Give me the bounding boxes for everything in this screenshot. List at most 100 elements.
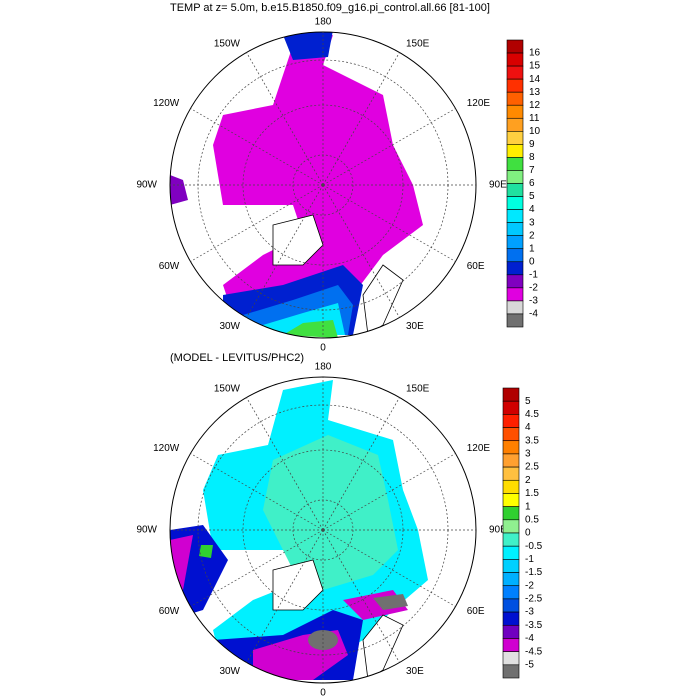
colorbar-box [502, 585, 520, 600]
colorbar-box [506, 274, 524, 289]
colorbar-label: 4 [525, 422, 531, 433]
colorbar-box [502, 611, 520, 626]
colorbar-box [502, 545, 520, 560]
colorbar-label: -2 [529, 283, 538, 294]
colorbar-label: 7 [529, 165, 535, 176]
meridian [246, 397, 324, 531]
longitude-label: 90E [489, 180, 507, 191]
colorbar-box [506, 104, 524, 119]
longitude-label: 60W [159, 606, 180, 617]
longitude-label: 30W [219, 321, 240, 332]
longitude-label: 150E [406, 38, 430, 49]
colorbar-label: 13 [529, 87, 541, 98]
colorbar-box [502, 519, 520, 534]
colorbar-box [506, 196, 524, 210]
colorbar-box [502, 493, 520, 507]
colorbar-box [502, 414, 520, 428]
colorbar-box [502, 651, 520, 666]
colorbar-box [502, 598, 520, 613]
longitude-label: 120W [153, 443, 180, 454]
colorbar-box [506, 261, 524, 276]
meridian [322, 52, 400, 186]
longitude-label: 150W [214, 38, 241, 49]
colorbar-label: 5 [529, 191, 535, 202]
meridian [322, 453, 456, 531]
colorbar-box [502, 664, 520, 679]
colorbar-label: 9 [529, 139, 535, 150]
longitude-label: 120E [467, 98, 491, 109]
colorbar-label: 4.5 [525, 409, 539, 420]
colorbar-label: 15 [529, 61, 541, 72]
colorbar-box [506, 91, 524, 106]
meridian [190, 453, 324, 531]
colorbar-box [506, 248, 524, 263]
colorbar-label: -2 [525, 580, 534, 591]
colorbar-label: 6 [529, 178, 535, 189]
colorbar-box [506, 157, 524, 171]
colorbar-label: 12 [529, 100, 541, 111]
longitude-label: 120E [467, 443, 491, 454]
colorbar-label: 0 [525, 528, 531, 539]
map: 180 150E 120E 90E 60E 30E 0 30W 60W 90W 120W 150W [136, 17, 507, 354]
longitude-label: 150E [406, 383, 430, 394]
longitude-label: 180 [315, 17, 332, 28]
meridian [322, 397, 400, 531]
colorbar-box [502, 638, 520, 652]
longitude-label: 30E [406, 321, 424, 332]
colorbar-box [506, 144, 524, 158]
colorbar-label: -5 [525, 659, 534, 670]
colorbar-box [506, 209, 524, 223]
colorbar-label: -3 [529, 296, 538, 307]
colorbar-label: -3 [525, 607, 534, 618]
colorbar-label: 4 [529, 204, 535, 215]
colorbar-box [502, 440, 520, 455]
colorbar-label: -1 [529, 269, 538, 280]
colorbar-label: 14 [529, 74, 541, 85]
colorbar-box [506, 117, 524, 132]
colorbar-label: 3 [525, 449, 531, 460]
meridian [190, 529, 324, 607]
meridian [190, 184, 324, 262]
longitude-label: 0 [320, 343, 326, 354]
colorbar-label: 10 [529, 126, 541, 137]
meridian [246, 529, 324, 663]
colorbar-box [502, 572, 520, 587]
meridian [322, 529, 400, 663]
colorbar-label: -1 [525, 554, 534, 565]
colorbar-box [506, 78, 524, 93]
colorbar-label: -2.5 [525, 594, 543, 605]
colorbar-box [502, 387, 520, 402]
longitude-label: 30E [406, 666, 424, 677]
colorbar-box [502, 479, 520, 494]
colorbar-label: 3.5 [525, 435, 539, 446]
meridian [246, 184, 324, 318]
colorbar-box [506, 131, 524, 145]
colorbar-box [506, 222, 524, 236]
colorbar-box [506, 52, 524, 67]
colorbar-label: 3 [529, 217, 535, 228]
colorbar-label: -0.5 [525, 541, 543, 552]
colorbar-label: -3.5 [525, 620, 543, 631]
meridian [322, 108, 456, 186]
colorbar-label: 0 [529, 256, 535, 267]
longitude-label: 90E [489, 525, 507, 536]
longitude-label: 30W [219, 666, 240, 677]
colorbar-label: 1.5 [525, 488, 539, 499]
panel-title: (MODEL - LEVITUS/PHC2) [170, 352, 304, 364]
meridian [322, 184, 400, 318]
colorbar-box [502, 559, 520, 573]
colorbar-box [502, 506, 520, 521]
longitude-label: 60E [467, 606, 485, 617]
colorbar-label: 11 [529, 113, 540, 124]
colorbar-label: -4 [525, 633, 534, 644]
longitude-label: 120W [153, 98, 180, 109]
longitude-label: 180 [315, 362, 332, 373]
map: 180 150E 120E 90E 60E 30E 0 30W 60W 90W 120W 150W [136, 362, 507, 699]
colorbar-box [502, 532, 520, 547]
colorbar-label: 8 [529, 152, 535, 163]
colorbar-label: -4 [529, 309, 538, 320]
colorbar-box [506, 183, 524, 197]
colorbar-label: -1.5 [525, 567, 543, 578]
colorbar-label: 0.5 [525, 514, 539, 525]
meridian [322, 184, 456, 262]
